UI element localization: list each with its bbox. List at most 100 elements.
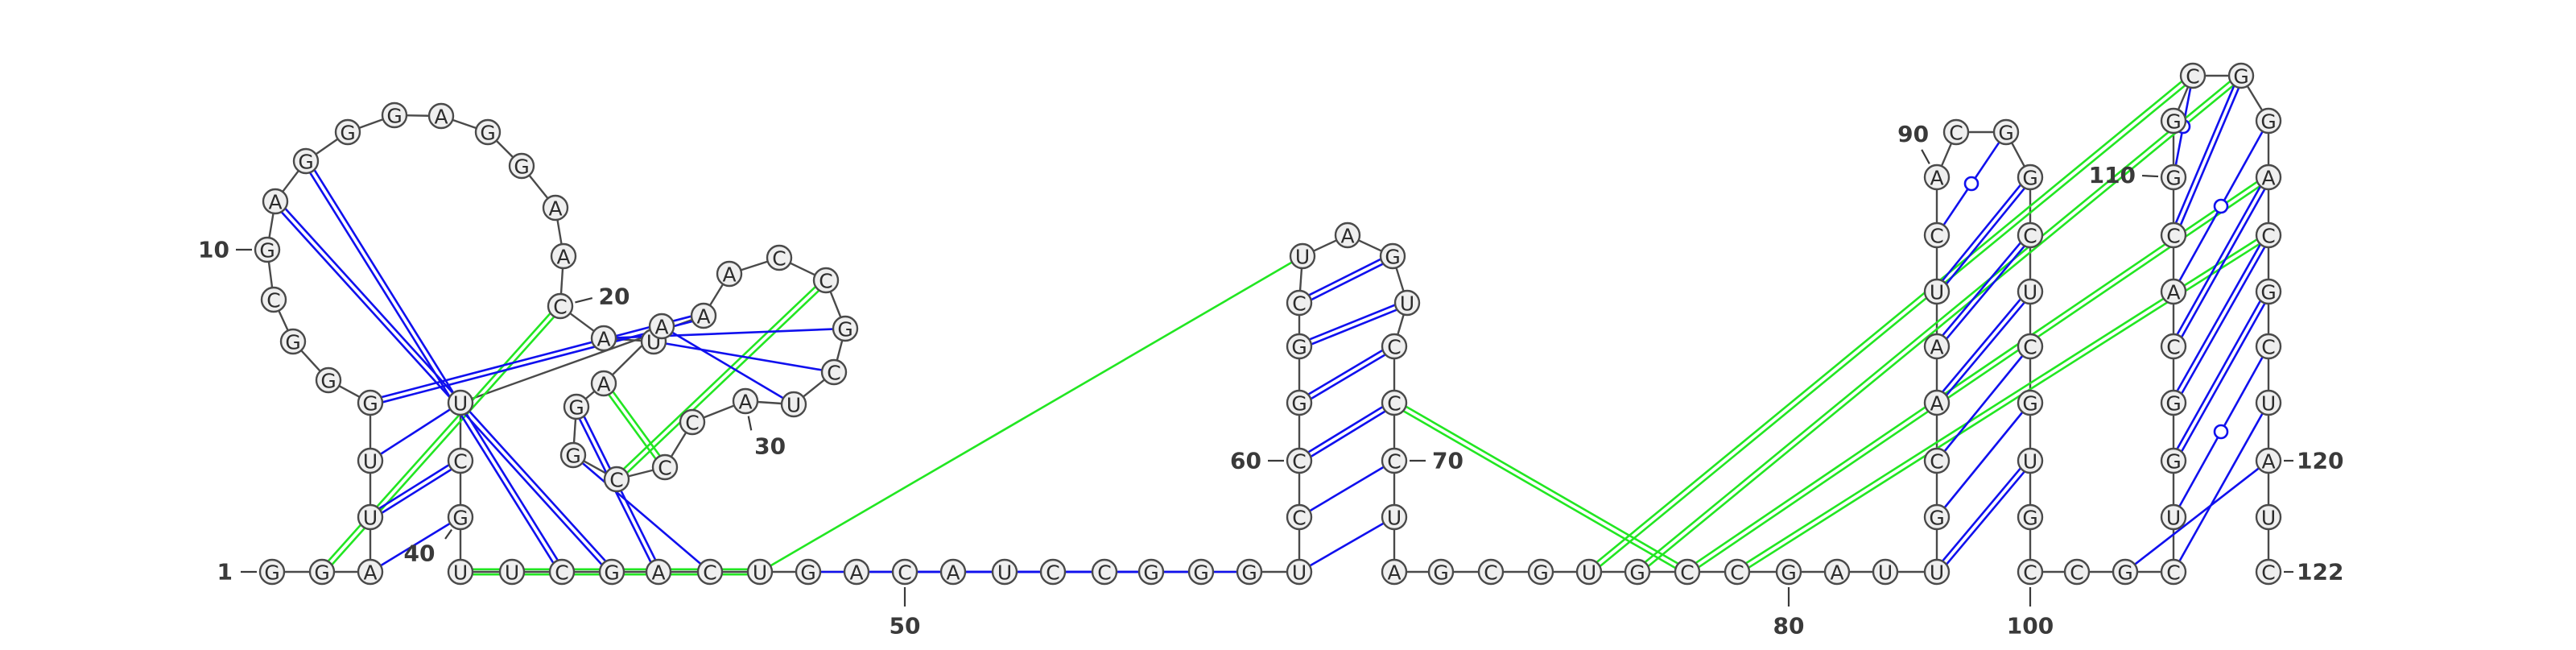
nucleotide-circle [1724,558,1751,586]
nucleotide-circle [1477,558,1505,586]
nucleotide-70: C [1381,447,1408,474]
base-pair-63-66-stroke [1308,258,1381,296]
nucleotide-circle [1427,558,1455,586]
nucleotide-letter: A [597,328,610,351]
nucleotide-circle [357,503,384,531]
nucleotide-34: C [812,267,840,294]
position-number: 90 [1897,121,1929,147]
base-pair-61-68 [1307,349,1386,400]
nucleotide-letter: A [1930,167,1943,190]
nucleotide-83: U [1923,558,1951,586]
nucleotide-circle [991,558,1018,586]
nucleotide-circle [447,447,474,474]
nucleotide-letter: C [772,247,786,271]
nucleotide-circle [357,558,384,586]
base-pair-109-113-stroke [2174,85,2235,224]
nucleotide-9: C [260,286,287,313]
nucleotide-letter: C [1387,336,1401,359]
nucleotide-letter: C [2186,65,2199,89]
nucleotide-circle [2255,389,2282,416]
nucleotide-95: U [2017,278,2044,305]
position-tick [1921,149,1930,164]
base-pair-23-31 [671,331,784,400]
position-number: 1 [217,559,233,586]
nucleotide-85: C [1923,447,1951,474]
position-label-80: 80 [1773,587,1804,640]
backbone-link [528,174,549,200]
nucleotide-letter: U [2261,507,2276,530]
nucleotide-21: A [590,325,617,352]
base-pair-105-117-stroke [2176,300,2261,449]
nucleotide-circle [548,558,576,586]
nucleotide-90: A [1923,164,1951,191]
position-number: 50 [890,613,921,640]
nucleotide-circle [2160,221,2187,249]
nucleotide-letter: U [1930,561,1944,585]
nucleotide-41: U [447,558,474,586]
position-tick [575,296,593,304]
nucleotide-66: G [1379,242,1406,270]
backbone-link [1298,267,1303,292]
nucleotide-letter: G [1241,561,1257,585]
tertiary-interaction-69-78 [1402,405,1679,569]
tertiary-interaction-27-34-stroke [622,286,816,470]
nucleotide-circle [559,441,587,469]
nucleotide-7: G [315,366,342,394]
nucleotide-letter: A [654,316,668,339]
nucleotide-circle [1137,558,1165,586]
base-pair-12-43 [309,169,559,564]
base-pair-5-38-stroke [379,408,452,455]
base-pair-61-68-stroke [1307,349,1384,395]
nucleotide-circle [2160,447,2187,474]
backbone-link [670,432,687,457]
base-pair-26-46-stroke [581,462,702,565]
nucleotide-6: G [357,389,384,416]
position-label-110: 110 [2089,162,2159,188]
backbone-link [315,138,339,155]
nucleotide-letter: A [849,561,863,585]
nucleotide-circle [447,389,474,416]
nucleotide-letter: G [2117,561,2132,585]
nucleotide-circle [1942,118,1970,146]
nucleotide-letter: A [651,561,665,585]
nucleotide-57: G [1236,558,1263,586]
nucleotide-69: C [1381,389,1408,416]
nucleotide-27: C [603,466,630,493]
nucleotide-circle [1286,389,1313,416]
base-pair-107-115 [2176,185,2266,338]
nucleotide-letter: G [565,445,580,468]
nucleotide-42: U [498,558,526,586]
nucleotide-letter: A [2261,167,2275,190]
nucleotide-circle [2017,558,2044,586]
nucleotide-circle [2160,107,2187,135]
nucleotide-letter: C [2166,225,2180,248]
nucleotide-116: C [2255,221,2282,249]
nucleotide-letter: A [1930,336,1943,359]
backbone-link [338,385,361,398]
nucleotide-37: A [690,302,717,329]
nucleotide-letter: C [658,457,671,480]
nucleotide-circle [563,393,590,420]
nucleotide-circle [260,286,287,313]
nucleotide-45: A [645,558,672,586]
backbone-link [584,390,596,400]
nucleotide-circle [795,558,822,586]
nucleotide-letter: G [800,561,815,585]
nucleotide-letter: U [2261,392,2276,416]
backbone-link [559,267,564,295]
position-label-70: 70 [1410,448,1463,474]
nucleotide-letter: C [2023,336,2037,359]
base-pair-83-98 [1942,467,2025,565]
tertiary-interaction-28-24-stroke [612,391,661,457]
backbone-link [452,118,477,130]
nucleotide-letter: C [827,362,840,385]
nucleotide-circle [2112,558,2139,586]
backbone-link [628,469,654,478]
nucleotide-91: C [1942,118,1970,146]
nucleotide-letter: U [2023,450,2037,474]
wobble-pair-marker [2213,198,2229,214]
base-pair-85-96-stroke [1943,354,2024,453]
